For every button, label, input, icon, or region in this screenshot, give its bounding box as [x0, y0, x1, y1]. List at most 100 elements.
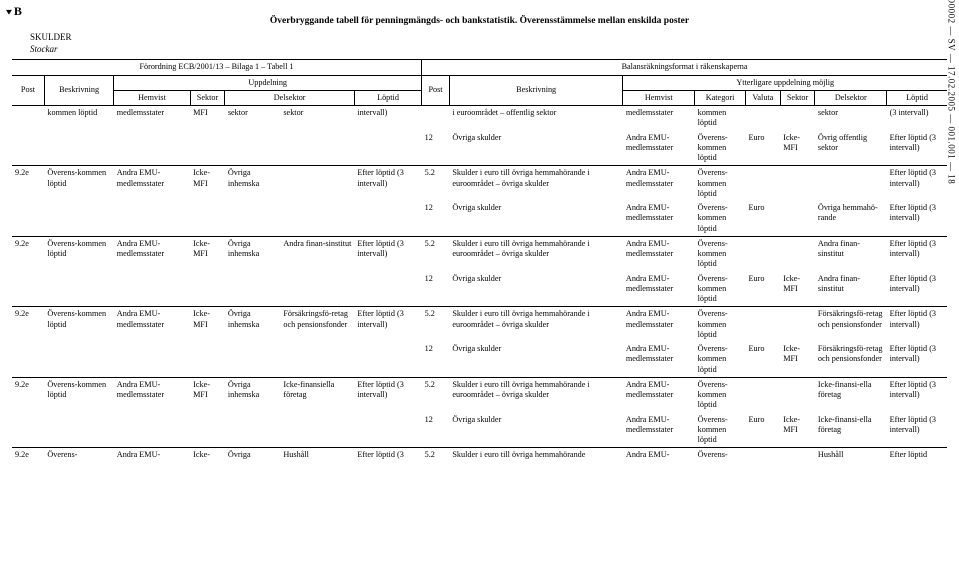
cell: Andra EMU-medlemsstater	[114, 236, 190, 307]
cell	[422, 106, 450, 131]
cell: Skulder i euro till övriga hemmahörande …	[449, 166, 623, 201]
cell: Icke-finansi-ella företag	[815, 413, 887, 448]
cell: Övriga skulder	[449, 201, 623, 236]
cell: Skulder i euro till övriga hemmahörande	[449, 448, 623, 463]
cell: (3 intervall)	[887, 106, 947, 131]
cell: Övriga skulder	[449, 342, 623, 377]
cell: Efter löptid (3 intervall)	[887, 377, 947, 412]
cell: sektor	[225, 106, 281, 166]
cell: Överens-kommen löptid	[695, 342, 746, 377]
cell: Skulder i euro till övriga hemmahörande …	[449, 377, 623, 412]
cell: Överens-kommen löptid	[44, 377, 113, 448]
cell: MFI	[190, 106, 225, 166]
cell: sektor	[815, 106, 887, 131]
cell: Icke-MFI	[190, 307, 225, 378]
cell: Efter löptid (3 intervall)	[354, 307, 421, 378]
cell: Andra EMU-medlemsstater	[623, 377, 695, 412]
cell: 9.2e	[12, 307, 44, 378]
cell	[746, 236, 781, 271]
cell: Andra EMU-medlemsstater	[623, 131, 695, 166]
cell: Andra EMU-medlemsstater	[623, 307, 695, 342]
cell	[780, 166, 815, 201]
hdr-sektor2: Sektor	[780, 90, 815, 105]
cell: Andra finan-sinstitut	[815, 272, 887, 307]
hdr-loptid: Löptid	[354, 90, 421, 105]
hdr-uppdelning: Uppdelning	[114, 75, 422, 90]
cell: 12	[422, 272, 450, 307]
cell: 12	[422, 201, 450, 236]
hdr-valuta: Valuta	[746, 90, 781, 105]
cell: Efter löptid (3 intervall)	[887, 201, 947, 236]
cell: 12	[422, 413, 450, 448]
cell: 5.2	[422, 448, 450, 463]
reg-right: Balansräkningsformat i räkenskaperna	[422, 60, 947, 75]
cell: Andra EMU-medlemsstater	[623, 272, 695, 307]
cell: Icke-MFI	[780, 131, 815, 166]
cell: Övriga	[225, 448, 281, 463]
cell	[815, 166, 887, 201]
cell: Icke-finansiella företag	[280, 377, 354, 448]
cell: Efter löptid (3 intervall)	[887, 236, 947, 271]
table-body: kommen löptidmedlemsstaterMFIsektorsekto…	[12, 106, 947, 463]
cell: Efter löptid (3 intervall)	[887, 131, 947, 166]
cell: Euro	[746, 201, 781, 236]
cell: Överens-kommen löptid	[44, 307, 113, 378]
cell	[12, 106, 44, 166]
section-label: SKULDER Stockar	[30, 32, 947, 55]
cell: Andra EMU-medlemsstater	[623, 166, 695, 201]
cell: Euro	[746, 413, 781, 448]
cell: 5.2	[422, 166, 450, 201]
section-line2: Stockar	[30, 44, 947, 56]
cell: 9.2e	[12, 377, 44, 448]
cell: Försäkringsfö-retag och pensionsfonder	[815, 342, 887, 377]
cell: Övriga hemmahö-rande	[815, 201, 887, 236]
cell: medlemsstater	[114, 106, 190, 166]
cell: Försäkringsfö-retag och pensionsfonder	[815, 307, 887, 342]
cell: Icke-MFI	[780, 342, 815, 377]
cell: Övriga inhemska	[225, 236, 281, 307]
cell	[780, 106, 815, 131]
cell: Överens-kommen löptid	[695, 307, 746, 342]
cell: Överens-kommen löptid	[695, 236, 746, 271]
table-frame: Förordning ECB/2001/13 – Bilaga 1 – Tabe…	[12, 59, 947, 462]
cell: 9.2e	[12, 236, 44, 307]
cell	[780, 307, 815, 342]
cell	[280, 166, 354, 237]
cell: 9.2e	[12, 166, 44, 237]
cell: Övriga skulder	[449, 272, 623, 307]
cell: Icke-	[190, 448, 225, 463]
cell: Euro	[746, 342, 781, 377]
hdr-delsektor2: Delsektor	[815, 90, 887, 105]
cell: Andra finan-sinstitut	[815, 236, 887, 271]
cell: Övriga inhemska	[225, 166, 281, 237]
cell: Efter löptid (3 intervall)	[354, 236, 421, 307]
cell: Andra finan-sinstitut	[280, 236, 354, 307]
hdr-besk: Beskrivning	[44, 75, 113, 106]
cell: sektor	[280, 106, 354, 166]
cell: Andra EMU-medlemsstater	[114, 166, 190, 237]
cell: Hushåll	[815, 448, 887, 463]
section-line1: SKULDER	[30, 32, 947, 44]
cell: 5.2	[422, 307, 450, 342]
cell: 12	[422, 342, 450, 377]
hdr-ytterligare: Ytterligare uppdelning möjlig	[623, 75, 947, 90]
cell: Efter löptid (3 intervall)	[887, 272, 947, 307]
cell: Hushåll	[280, 448, 354, 463]
cell: Överens-kommen löptid	[695, 166, 746, 201]
cell: 5.2	[422, 236, 450, 271]
cell: Överens-kommen löptid	[44, 166, 113, 237]
cell: Överens-kommen löptid	[695, 377, 746, 412]
cell: Andra EMU-	[623, 448, 695, 463]
hdr-delsektor: Delsektor	[225, 90, 355, 105]
cell: Euro	[746, 131, 781, 166]
cell	[780, 448, 815, 463]
cell: medlemsstater	[623, 106, 695, 131]
cell: Icke-MFI	[190, 166, 225, 237]
side-reference: 2003O0002 — SV — 17.02.2005 — 001.001 — …	[947, 0, 957, 184]
cell	[780, 201, 815, 236]
hdr-post2: Post	[422, 75, 450, 106]
cell: Andra EMU-medlemsstater	[623, 413, 695, 448]
cell: Överens-kommen löptid	[695, 272, 746, 307]
cell: Efter löptid (3 intervall)	[887, 413, 947, 448]
hdr-kategori: Kategori	[695, 90, 746, 105]
